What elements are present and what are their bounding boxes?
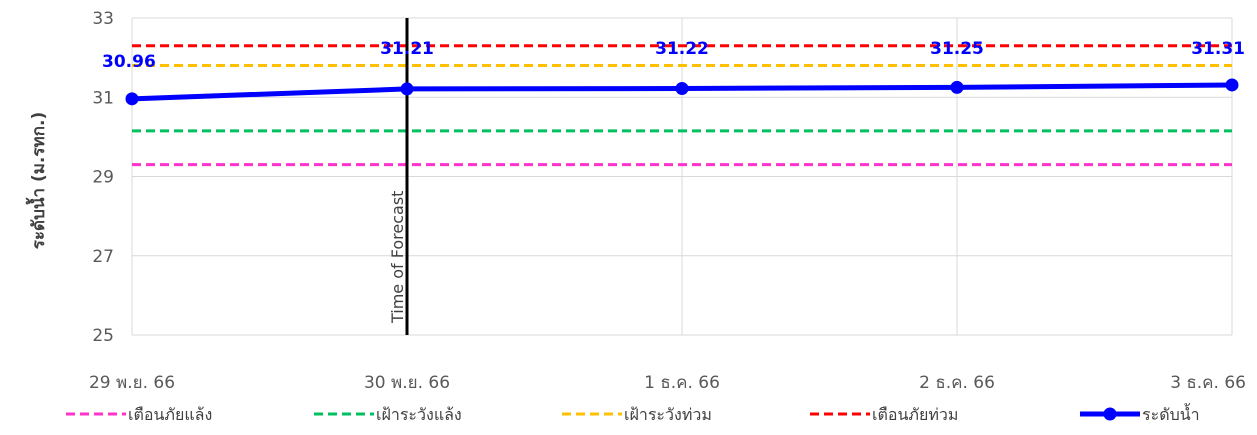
data-points bbox=[125, 78, 1239, 106]
x-tick-label: 30 พ.ย. 66 bbox=[364, 373, 450, 393]
y-tick-labels: 25 27 29 31 33 bbox=[92, 9, 114, 346]
legend-item: ระดับน้ำ bbox=[1080, 403, 1200, 424]
legend-item: เฝ้าระวังแล้ง bbox=[314, 405, 462, 424]
x-tick-label: 3 ธ.ค. 66 bbox=[1170, 373, 1246, 393]
legend-marker bbox=[1103, 407, 1117, 421]
legend-label: เตือนภัยท่วม bbox=[872, 405, 958, 424]
data-label: 31.21 bbox=[380, 39, 434, 59]
y-tick-label: 33 bbox=[92, 9, 114, 29]
legend: เตือนภัยแล้ง เฝ้าระวังแล้ง เฝ้าระวังท่วม เต… bbox=[66, 403, 1200, 424]
legend-item: เตือนภัยแล้ง bbox=[66, 405, 212, 424]
y-tick-label: 25 bbox=[92, 326, 114, 346]
forecast-label: Time of Forecast bbox=[388, 191, 407, 324]
data-label: 31.31 bbox=[1191, 39, 1245, 59]
x-tick-label: 2 ธ.ค. 66 bbox=[919, 373, 995, 393]
data-label: 31.25 bbox=[930, 39, 984, 59]
legend-item: เฝ้าระวังท่วม bbox=[562, 405, 712, 424]
y-tick-label: 29 bbox=[92, 168, 114, 188]
grid-lines bbox=[131, 17, 1233, 336]
data-point bbox=[675, 82, 689, 96]
data-label: 31.22 bbox=[655, 39, 709, 59]
y-axis-label: ระดับน้ำ (ม.รทก.) bbox=[25, 112, 49, 249]
data-point bbox=[950, 80, 964, 94]
legend-label: เฝ้าระวังท่วม bbox=[624, 405, 712, 424]
data-point bbox=[400, 82, 414, 96]
x-tick-labels: 29 พ.ย. 66 30 พ.ย. 66 1 ธ.ค. 66 2 ธ.ค. 66 3 … bbox=[89, 373, 1246, 393]
x-tick-label: 29 พ.ย. 66 bbox=[89, 373, 175, 393]
legend-label: เตือนภัยแล้ง bbox=[128, 405, 212, 424]
y-tick-label: 31 bbox=[92, 88, 114, 108]
forecast-marker: Time of Forecast bbox=[388, 18, 409, 335]
x-tick-label: 1 ธ.ค. 66 bbox=[644, 373, 720, 393]
y-tick-label: 27 bbox=[92, 247, 114, 267]
legend-item: เตือนภัยท่วม bbox=[810, 405, 958, 424]
data-point bbox=[1225, 78, 1239, 92]
data-labels: 30.96 31.21 31.22 31.25 31.31 bbox=[102, 39, 1245, 72]
legend-label: ระดับน้ำ bbox=[1142, 403, 1200, 424]
data-label: 30.96 bbox=[102, 52, 156, 72]
legend-label: เฝ้าระวังแล้ง bbox=[376, 405, 462, 424]
data-point bbox=[125, 92, 139, 106]
